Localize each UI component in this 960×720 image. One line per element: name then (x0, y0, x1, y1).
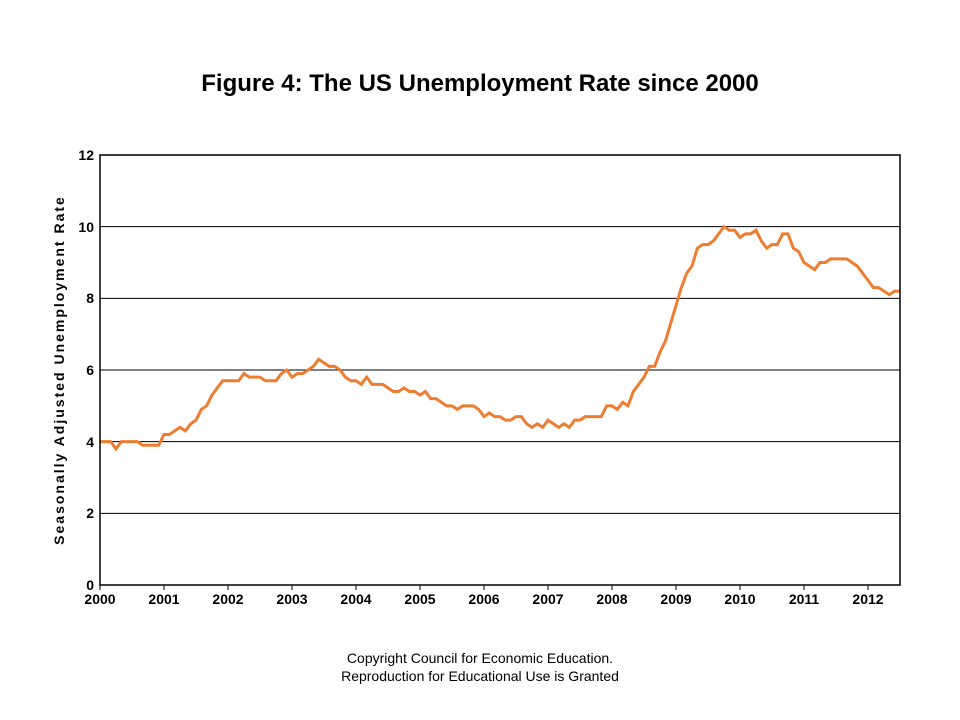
x-tick-label: 2005 (404, 585, 435, 607)
x-tick-label: 2006 (468, 585, 499, 607)
x-tick-label: 2001 (148, 585, 179, 607)
y-tick-label: 2 (64, 505, 100, 521)
footer-line-2: Reproduction for Educational Use is Gran… (0, 668, 960, 684)
x-tick-label: 2003 (276, 585, 307, 607)
data-series (100, 227, 900, 449)
y-tick-label: 6 (64, 362, 100, 378)
series-unemployment (100, 227, 900, 449)
x-tick-label: 2010 (724, 585, 755, 607)
y-tick-label: 12 (64, 147, 100, 163)
x-tick-label: 2000 (84, 585, 115, 607)
x-tick-label: 2007 (532, 585, 563, 607)
y-tick-label: 8 (64, 290, 100, 306)
footer-line-1: Copyright Council for Economic Education… (0, 650, 960, 666)
x-tick-label: 2012 (852, 585, 883, 607)
chart-page: Figure 4: The US Unemployment Rate since… (0, 0, 960, 720)
chart-svg (100, 155, 900, 585)
x-tick-label: 2009 (660, 585, 691, 607)
x-tick-label: 2002 (212, 585, 243, 607)
y-tick-label: 10 (64, 219, 100, 235)
grid-lines (100, 227, 900, 514)
x-tick-label: 2008 (596, 585, 627, 607)
plot-area: 0246810122000200120022003200420052006200… (100, 155, 900, 585)
x-tick-label: 2004 (340, 585, 371, 607)
chart-title: Figure 4: The US Unemployment Rate since… (0, 70, 960, 98)
x-tick-label: 2011 (789, 585, 819, 607)
y-tick-label: 4 (64, 434, 100, 450)
